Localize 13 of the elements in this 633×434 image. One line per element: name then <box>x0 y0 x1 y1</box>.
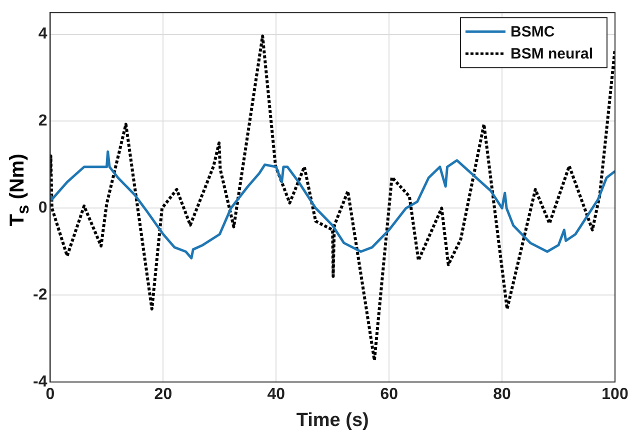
y-tick-label: -4 <box>32 373 48 390</box>
x-axis-title: Time (s) <box>296 410 369 431</box>
y-tick-label: -2 <box>32 286 48 304</box>
x-tick-label: 100 <box>602 386 628 404</box>
legend-label: BSMC <box>510 24 555 41</box>
y-tick-label: 4 <box>38 26 48 43</box>
x-tick-label: 80 <box>493 386 512 404</box>
x-tick-label: 40 <box>267 386 286 404</box>
y-tick-label: 0 <box>38 200 48 217</box>
legend-label: BSM neural <box>510 46 593 63</box>
x-tick-label: 20 <box>154 386 172 404</box>
y-tick-label: 2 <box>38 112 48 130</box>
x-tick-label: 60 <box>380 386 398 404</box>
